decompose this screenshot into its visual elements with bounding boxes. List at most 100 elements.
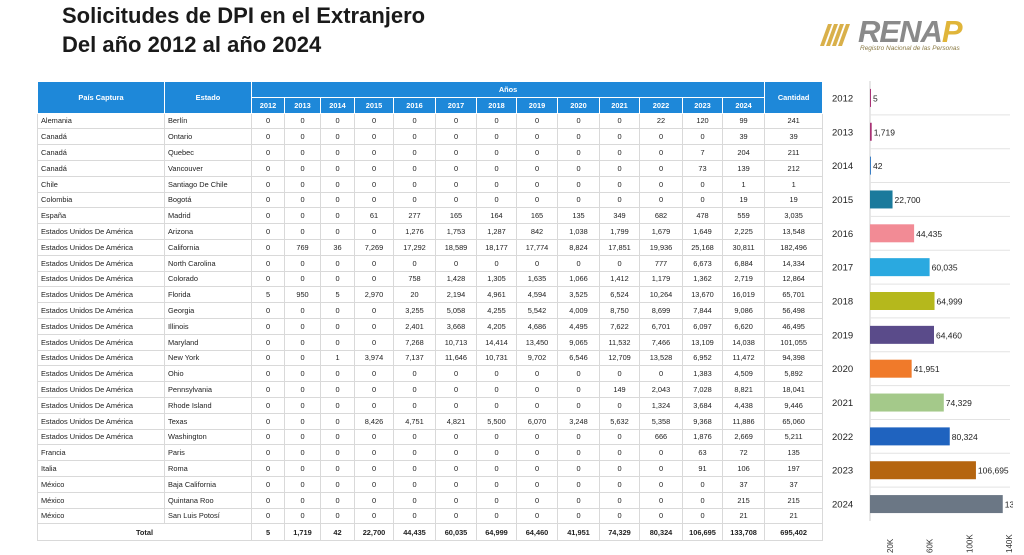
cell-year-value: 777 bbox=[639, 254, 683, 272]
bar-category-label: 2022 bbox=[832, 432, 853, 443]
cell-year-value: 0 bbox=[354, 175, 394, 193]
cell-year-value: 0 bbox=[599, 365, 640, 383]
cell-year-value: 0 bbox=[516, 428, 558, 446]
bar-category-label: 2024 bbox=[832, 500, 853, 511]
cell-year-value: 0 bbox=[393, 396, 436, 414]
bar bbox=[870, 224, 915, 243]
cell-year-value: 0 bbox=[516, 144, 558, 161]
cell-year-value: 0 bbox=[393, 191, 436, 209]
cell-year-value: 0 bbox=[251, 223, 285, 240]
cell-year-value: 4,961 bbox=[476, 286, 517, 304]
cell-country: Estados Unidos De América bbox=[37, 286, 165, 304]
table-row: Estados Unidos De América Georgia 0 0 0 0 3,25… bbox=[37, 302, 824, 319]
cell-year-value: 0 bbox=[354, 159, 394, 177]
cell-quantity: 19 bbox=[764, 191, 824, 209]
cell-year-value: 3,974 bbox=[354, 349, 394, 367]
cell-year-value: 0 bbox=[320, 491, 355, 509]
cell-year-value: 4,686 bbox=[516, 317, 558, 335]
cell-year-value: 0 bbox=[320, 317, 355, 335]
cell-year-value: 0 bbox=[284, 223, 321, 240]
cell-year-value: 6,546 bbox=[557, 349, 600, 367]
bar-category-label: 2016 bbox=[832, 229, 853, 240]
cell-state: Georgia bbox=[164, 302, 252, 319]
cell-year-value: 0 bbox=[354, 333, 394, 351]
cell-year-value: 0 bbox=[557, 475, 600, 493]
cell-country: Chile bbox=[37, 175, 165, 193]
cell-year-value: 215 bbox=[721, 491, 766, 509]
cell-year-value: 25,168 bbox=[682, 238, 723, 256]
cell-state: Ohio bbox=[164, 365, 252, 383]
cell-year-value: 0 bbox=[251, 349, 285, 367]
cell-year-value: 5,500 bbox=[476, 412, 517, 430]
cell-year-value: 11,532 bbox=[599, 333, 640, 351]
bar-value-label: 133,708 bbox=[1005, 500, 1013, 510]
cell-year-value: 91 bbox=[682, 460, 723, 477]
cell-year-value: 1,383 bbox=[682, 365, 723, 383]
bar bbox=[870, 190, 893, 209]
cell-country: Estados Unidos De América bbox=[37, 302, 165, 319]
cell-country: Alemania bbox=[37, 112, 165, 130]
bar bbox=[870, 325, 934, 344]
cell-country: Estados Unidos De América bbox=[37, 365, 165, 383]
total-year-value: 41,951 bbox=[557, 523, 600, 542]
cell-year-value: 0 bbox=[599, 175, 640, 193]
cell-year-value: 0 bbox=[284, 128, 321, 146]
cell-quantity: 13,548 bbox=[764, 223, 824, 240]
bar-category-label: 2012 bbox=[832, 93, 853, 104]
table-row: Canadá Ontario 0 0 0 0 0 0 0 0 0 0 0 0 39 39 bbox=[37, 128, 824, 146]
cell-year-value: 0 bbox=[435, 428, 477, 446]
cell-year-value: 10,731 bbox=[476, 349, 517, 367]
cell-year-value: 0 bbox=[354, 254, 394, 272]
cell-year-value: 0 bbox=[682, 175, 723, 193]
cell-year-value: 0 bbox=[435, 191, 477, 209]
cell-year-value: 0 bbox=[639, 507, 683, 525]
page-title: Solicitudes de DPI en el Extranjero bbox=[62, 3, 426, 28]
bar bbox=[870, 393, 944, 412]
cell-year-value: 0 bbox=[476, 507, 517, 525]
cell-year-value: 0 bbox=[516, 444, 558, 462]
cell-year-value: 5,632 bbox=[599, 412, 640, 430]
cell-year-value: 1,362 bbox=[682, 270, 723, 288]
cell-year-value: 0 bbox=[320, 412, 355, 430]
cell-quantity: 182,496 bbox=[764, 238, 824, 256]
cell-year-value: 7,844 bbox=[682, 302, 723, 319]
cell-year-value: 0 bbox=[682, 491, 723, 509]
cell-year-value: 0 bbox=[393, 428, 436, 446]
cell-year-value: 0 bbox=[284, 475, 321, 493]
cell-year-value: 0 bbox=[599, 112, 640, 130]
cell-year-value: 0 bbox=[320, 112, 355, 130]
total-year-value: 74,329 bbox=[599, 523, 640, 542]
cell-year-value: 0 bbox=[320, 175, 355, 193]
cell-quantity: 1 bbox=[764, 175, 824, 193]
cell-year-value: 0 bbox=[599, 475, 640, 493]
cell-state: Santiago De Chile bbox=[164, 175, 252, 193]
cell-year-value: 1,276 bbox=[393, 223, 436, 240]
cell-year-value: 0 bbox=[639, 460, 683, 477]
cell-year-value: 0 bbox=[435, 254, 477, 272]
cell-year-value: 73 bbox=[682, 159, 723, 177]
cell-year-value: 0 bbox=[476, 112, 517, 130]
cell-year-value: 1,635 bbox=[516, 270, 558, 288]
table-row: Estados Unidos De América Florida 5 950 5 2,9… bbox=[37, 286, 824, 304]
cell-quantity: 215 bbox=[764, 491, 824, 509]
total-label: Total bbox=[37, 523, 252, 542]
cell-year-value: 0 bbox=[476, 460, 517, 477]
cell-year-value: 0 bbox=[393, 475, 436, 493]
cell-year-value: 0 bbox=[354, 460, 394, 477]
cell-year-value: 0 bbox=[599, 396, 640, 414]
cell-year-value: 1 bbox=[320, 349, 355, 367]
cell-state: Pennsylvania bbox=[164, 381, 252, 398]
cell-country: Estados Unidos De América bbox=[37, 317, 165, 335]
cell-year-value: 1,066 bbox=[557, 270, 600, 288]
col-header-year: 2020 bbox=[557, 96, 600, 114]
cell-year-value: 0 bbox=[682, 475, 723, 493]
cell-year-value: 0 bbox=[516, 507, 558, 525]
cell-year-value: 0 bbox=[284, 317, 321, 335]
cell-year-value: 559 bbox=[721, 207, 766, 225]
cell-year-value: 0 bbox=[320, 460, 355, 477]
table-row: Estados Unidos De América Pennsylvania 0 0 0… bbox=[37, 381, 824, 398]
col-header-year: 2015 bbox=[354, 96, 394, 114]
cell-year-value: 4,255 bbox=[476, 302, 517, 319]
cell-year-value: 0 bbox=[251, 317, 285, 335]
bar-category-label: 2014 bbox=[832, 161, 853, 172]
